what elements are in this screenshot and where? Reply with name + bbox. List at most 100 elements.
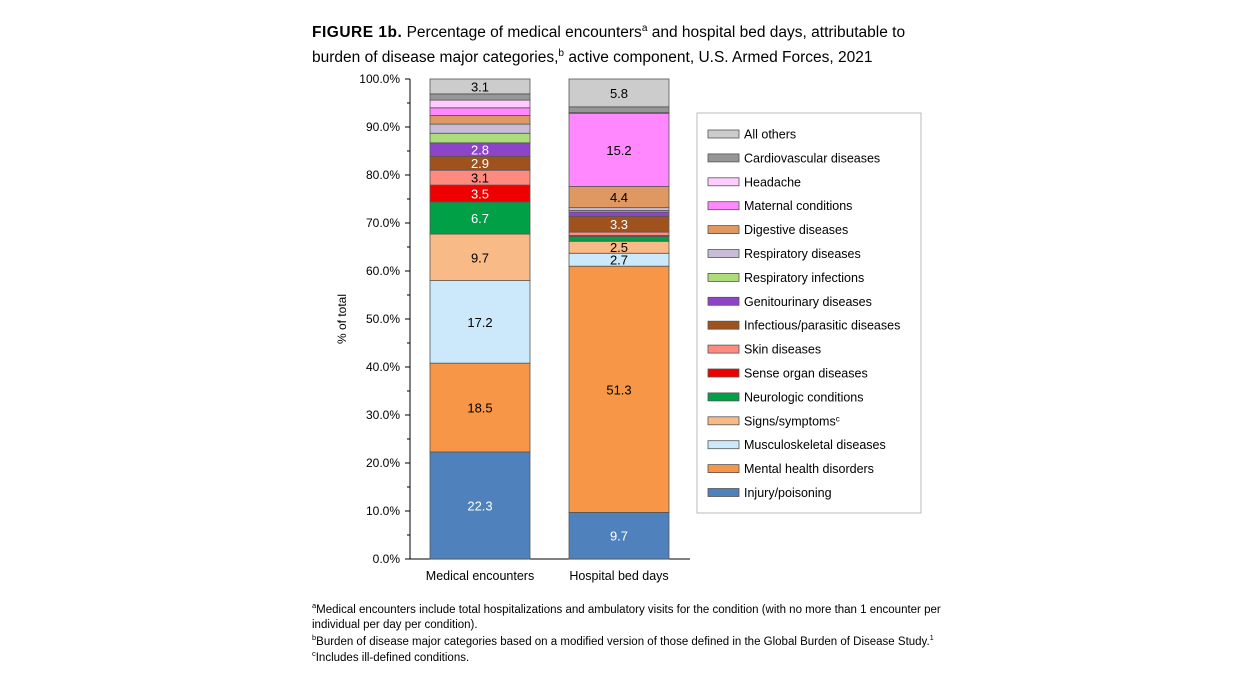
bar-segment	[429, 132, 531, 144]
bar-segment	[429, 123, 531, 134]
data-label: 3.1	[471, 171, 489, 186]
x-tick-label: Hospital bed days	[569, 569, 668, 583]
footnote-c-text: Includes ill-defined conditions.	[315, 651, 470, 664]
bar-segment	[429, 99, 531, 109]
figure-title: FIGURE 1b. Percentage of medical encount…	[312, 18, 952, 68]
legend-label: Respiratory diseases	[744, 247, 861, 261]
bar-segment	[429, 280, 531, 364]
legend-swatch	[707, 296, 740, 306]
x-tick-label: Medical encounters	[426, 569, 534, 583]
legend-label: Neurologic conditions	[744, 390, 864, 404]
legend-swatch	[707, 177, 740, 187]
legend-label: Mental health disorders	[744, 462, 874, 476]
legend-label: Skin diseases	[744, 343, 821, 357]
footnote-b-marker: b	[312, 633, 317, 642]
bar-segment	[429, 201, 531, 235]
legend-label: Maternal conditions	[744, 199, 852, 213]
footnote-c-marker: c	[312, 649, 316, 658]
legend-label: Respiratory infections	[744, 271, 864, 285]
data-label: 51.3	[606, 382, 631, 397]
data-label: 22.3	[467, 498, 492, 513]
bar-segment	[429, 362, 531, 453]
title-text-2: and hospital bed days, attributable to b…	[312, 24, 906, 67]
bar-segment	[429, 78, 531, 95]
y-tick-label: 60.0%	[366, 264, 400, 278]
legend-label: Infectious/parasitic diseases	[744, 319, 900, 333]
footnote-b: bBurden of disease major categories base…	[312, 630, 952, 650]
legend-swatch	[707, 392, 740, 402]
legend-label: Digestive diseases	[744, 223, 848, 237]
footnote-c: cIncludes ill-defined conditions.	[312, 646, 952, 666]
data-label: 9.7	[471, 250, 489, 265]
data-label: 2.9	[471, 156, 489, 171]
bar-segment	[429, 233, 531, 281]
data-label: 6.7	[471, 211, 489, 226]
footnote-a: aMedical encounters include total hospit…	[312, 598, 952, 633]
title-sup-b: b	[558, 48, 565, 60]
data-label: 2.7	[610, 253, 628, 268]
legend-swatch	[707, 129, 740, 139]
stacked-bar-chart: 0.0% 10.0% 20.0% 30.0% 40.0% 50.0% 60.0% 70.0% 8…	[335, 72, 922, 583]
data-label: 4.4	[610, 190, 628, 205]
legend-swatch	[707, 464, 740, 474]
title-text-3: active component, U.S. Armed Forces, 202…	[564, 49, 873, 67]
y-tick-label: 20.0%	[366, 456, 400, 470]
legend-swatch	[707, 440, 740, 450]
title-sup-a: a	[641, 23, 648, 34]
legend-swatch	[707, 320, 740, 330]
legend-label: Sense organ diseases	[744, 367, 868, 381]
data-label: 17.2	[467, 315, 492, 330]
legend-label: Cardiovascular diseases	[744, 151, 880, 165]
data-label: 18.5	[467, 401, 492, 416]
legend-swatch	[707, 153, 740, 163]
footnote-b-ref: 1	[929, 633, 934, 642]
data-label: 5.8	[610, 86, 628, 101]
data-label: 15.2	[606, 143, 631, 158]
data-label: 2.5	[610, 240, 628, 255]
legend-swatch	[707, 344, 740, 354]
y-tick-label: 50.0%	[366, 312, 400, 326]
data-label: 3.5	[471, 186, 489, 201]
legend-label: Genitourinary diseases	[744, 295, 872, 309]
bar-segment	[568, 265, 670, 513]
bar-segment	[568, 113, 670, 187]
figure-label: FIGURE 1b.	[312, 24, 403, 42]
legend-label: Musculoskeletal diseases	[744, 438, 886, 452]
bar-segment	[568, 211, 670, 217]
legend-box	[696, 112, 922, 514]
legend-swatch	[707, 249, 740, 258]
bar-segment	[429, 115, 531, 125]
bar-segment	[568, 78, 670, 108]
bar-segment	[568, 106, 670, 113]
footnote-a-marker: a	[312, 601, 317, 610]
legend-swatch	[707, 225, 740, 235]
y-tick-label: 90.0%	[366, 120, 400, 134]
y-axis-label: % of total	[335, 294, 349, 344]
bar-segment	[568, 236, 670, 242]
footnote-b-text: Burden of disease major categories based…	[316, 635, 930, 648]
legend-swatch	[707, 488, 740, 497]
legend-label: All others	[744, 128, 796, 142]
legend-swatch	[707, 416, 740, 426]
bar-segment	[429, 107, 531, 116]
data-label: 2.8	[471, 143, 489, 158]
legend-swatch	[707, 272, 740, 282]
y-tick-label: 80.0%	[366, 168, 400, 182]
y-tick-label: 0.0%	[373, 552, 401, 566]
legend-label: Signs/symptomsc	[744, 414, 840, 428]
legend-swatch	[707, 368, 740, 378]
y-tick-label: 10.0%	[366, 504, 400, 518]
title-text: Percentage of medical encounters	[406, 24, 642, 42]
bar-segment	[429, 451, 531, 560]
y-tick-label: 70.0%	[366, 216, 400, 230]
y-tick-label: 30.0%	[366, 408, 400, 422]
y-tick-label: 40.0%	[366, 360, 400, 374]
legend-swatch	[707, 201, 740, 211]
legend-label: Injury/poisoning	[744, 486, 832, 500]
data-label: 3.1	[471, 79, 489, 94]
y-tick-label: 100.0%	[359, 72, 400, 86]
bar-segment	[429, 93, 531, 101]
data-label: 3.3	[610, 217, 628, 232]
data-label: 9.7	[610, 529, 628, 544]
bar-segment	[568, 207, 670, 211]
